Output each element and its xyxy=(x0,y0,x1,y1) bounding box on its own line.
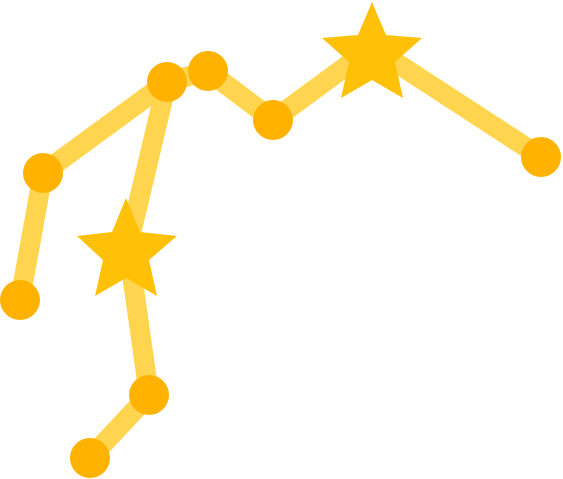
constellation-dots xyxy=(0,51,561,478)
dot-node xyxy=(23,153,63,193)
dot-node xyxy=(188,51,228,91)
dot-node xyxy=(0,280,40,320)
line-left-chain xyxy=(10,37,551,310)
star-icon xyxy=(322,2,422,98)
star-icon xyxy=(77,198,177,296)
constellation-stars xyxy=(77,2,422,296)
dot-node xyxy=(129,375,169,415)
dot-node xyxy=(253,100,293,140)
dot-node xyxy=(147,62,187,102)
line-left-branch xyxy=(80,72,177,468)
dot-node xyxy=(521,137,561,177)
dot-node xyxy=(70,438,110,478)
